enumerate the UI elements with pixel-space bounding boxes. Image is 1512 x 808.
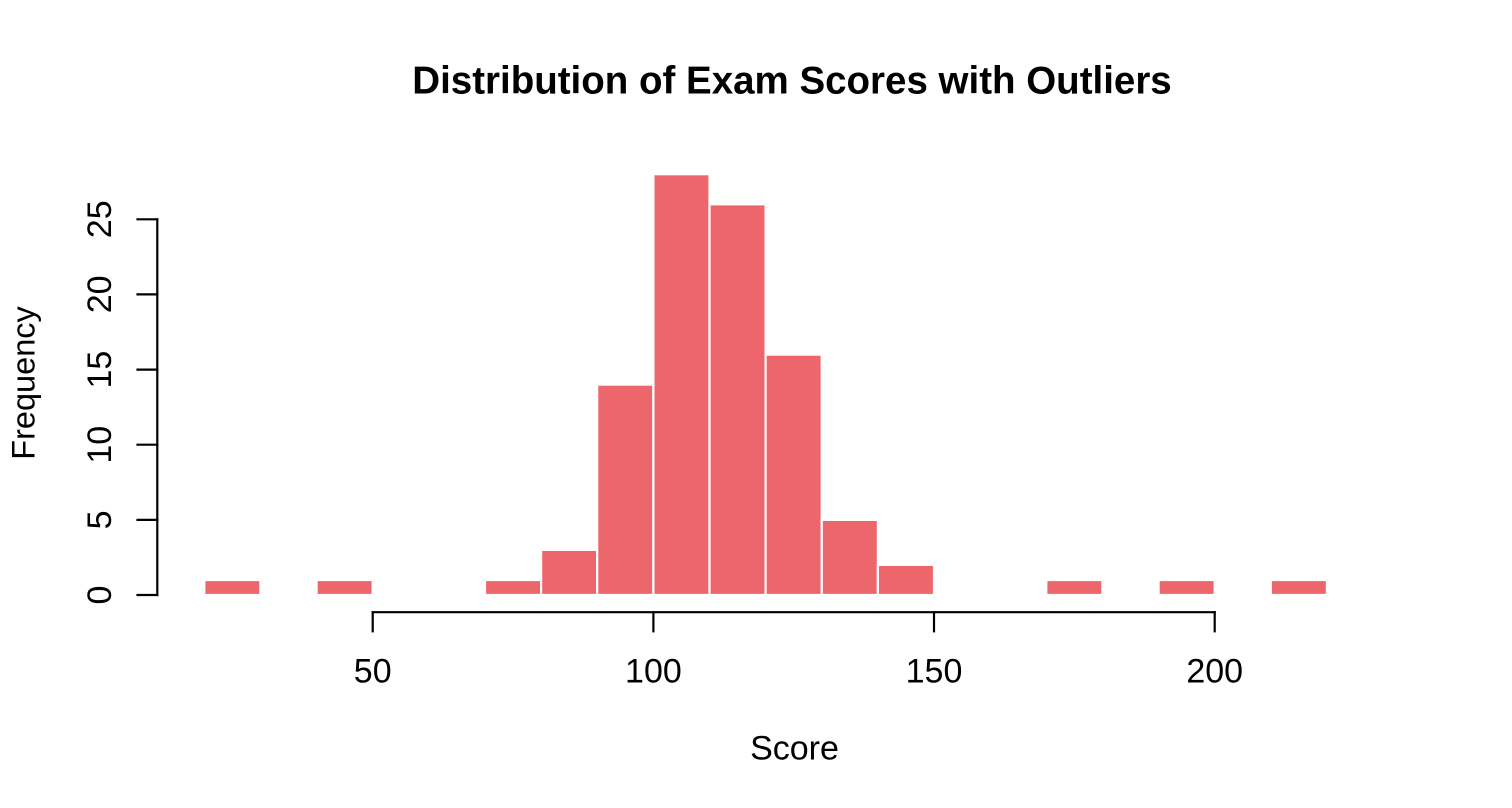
svg-text:25: 25 <box>81 200 119 238</box>
svg-text:5: 5 <box>81 510 119 529</box>
svg-text:Distribution of Exam Scores wi: Distribution of Exam Scores with Outlier… <box>412 60 1171 103</box>
svg-text:0: 0 <box>81 586 119 605</box>
svg-text:200: 200 <box>1186 652 1243 690</box>
svg-text:100: 100 <box>625 652 682 690</box>
svg-text:15: 15 <box>81 351 119 389</box>
svg-text:150: 150 <box>906 652 963 690</box>
svg-text:10: 10 <box>81 426 119 464</box>
svg-text:50: 50 <box>354 652 392 690</box>
svg-text:Frequency: Frequency <box>6 305 42 459</box>
svg-text:Score: Score <box>750 730 839 768</box>
svg-text:20: 20 <box>81 275 119 313</box>
